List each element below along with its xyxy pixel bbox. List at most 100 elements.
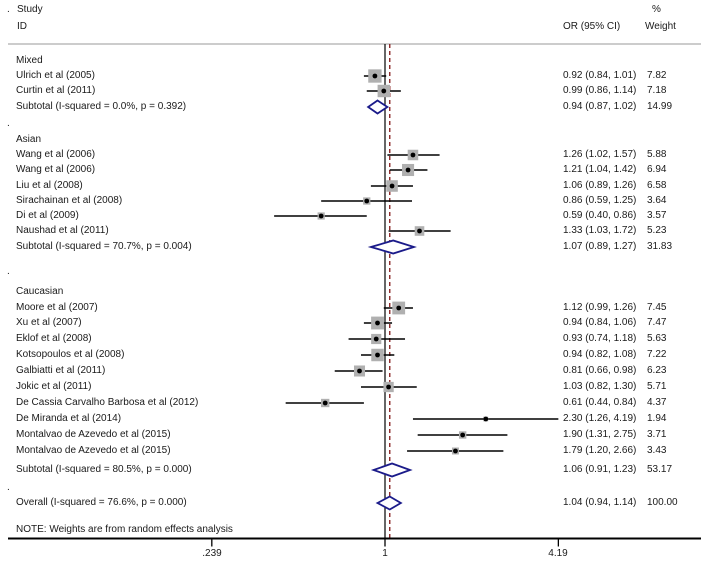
effect-point (396, 305, 402, 311)
or-ci-value: 1.90 (1.31, 2.75) (563, 429, 637, 440)
or-ci-value: 1.04 (0.94, 1.14) (563, 497, 637, 508)
or-ci-value: 1.33 (1.03, 1.72) (563, 225, 637, 236)
note-text: NOTE: Weights are from random effects an… (16, 524, 233, 535)
header-weight-column-label: Weight (645, 21, 676, 32)
weight-value: 5.71 (647, 381, 667, 392)
or-ci-value: 1.12 (0.99, 1.26) (563, 302, 637, 313)
group-label: Asian (16, 134, 42, 145)
weight-value: 53.17 (647, 464, 673, 475)
effect-point (483, 416, 489, 422)
study-label: Ulrich et al (2005) (16, 70, 95, 81)
study-label: Wang et al (2006) (16, 164, 96, 175)
or-ci-value: 0.61 (0.44, 0.84) (563, 397, 637, 408)
effect-point (373, 336, 379, 342)
study-label: Xu et al (2007) (16, 317, 82, 328)
weight-value: 100.00 (647, 497, 678, 508)
axis-tick-label-center: 1 (382, 548, 388, 559)
study-label: De Cassia Carvalho Barbosa et al (2012) (16, 397, 199, 408)
effect-point (375, 320, 380, 326)
weight-value: 7.45 (647, 302, 667, 313)
weight-value: 5.23 (647, 225, 667, 236)
effect-point (372, 73, 378, 79)
or-ci-value: 1.06 (0.91, 1.23) (563, 464, 637, 475)
or-ci-value: 1.21 (1.04, 1.42) (563, 164, 637, 175)
subtotal-label: Subtotal (I-squared = 0.0%, p = 0.392) (16, 101, 187, 112)
study-label: Eklof et al (2008) (16, 333, 92, 344)
study-label: Naushad et al (2011) (16, 225, 109, 236)
effect-point (460, 432, 466, 438)
study-label: Kotsopoulos et al (2008) (16, 349, 125, 360)
or-ci-value: 1.06 (0.89, 1.26) (563, 180, 637, 191)
weight-value: 1.94 (647, 413, 667, 424)
or-ci-value: 0.99 (0.86, 1.14) (563, 85, 637, 96)
or-ci-value: 1.79 (1.20, 2.66) (563, 445, 637, 456)
or-ci-value: 0.86 (0.59, 1.25) (563, 195, 637, 206)
weight-value: 3.43 (647, 445, 667, 456)
or-ci-value: 0.93 (0.74, 1.18) (563, 333, 637, 344)
study-label: De Miranda et al (2014) (16, 413, 122, 424)
or-ci-value: 0.81 (0.66, 0.98) (563, 365, 637, 376)
subtotal-label: Subtotal (I-squared = 80.5%, p = 0.000) (16, 464, 192, 475)
effect-point (453, 448, 458, 454)
study-label: Galbiatti et al (2011) (16, 365, 106, 376)
or-ci-value: 0.59 (0.40, 0.86) (563, 210, 637, 221)
study-label: Moore et al (2007) (16, 302, 98, 313)
weight-value: 3.57 (647, 210, 667, 221)
or-ci-value: 1.03 (0.82, 1.30) (563, 381, 637, 392)
axis-tick-label-right: 4.19 (548, 548, 568, 559)
effect-point (410, 152, 416, 158)
subtotal-diamond (370, 462, 413, 478)
study-label: Liu et al (2008) (16, 180, 83, 191)
subtotal-diamond (367, 239, 417, 255)
section-separator-dot: . (7, 266, 10, 277)
or-ci-value: 2.30 (1.26, 4.19) (563, 413, 637, 424)
weight-value: 14.99 (647, 101, 673, 112)
or-ci-value: 1.07 (0.89, 1.27) (563, 241, 637, 252)
weight-value: 3.64 (647, 195, 667, 206)
header-dot: . (7, 4, 10, 15)
weight-value: 7.82 (647, 70, 667, 81)
weight-value: 7.22 (647, 349, 667, 360)
header-percent-label: % (652, 4, 661, 15)
weight-value: 6.58 (647, 180, 667, 191)
header-study-label: Study (17, 4, 43, 15)
header-id-label: ID (17, 21, 27, 32)
section-separator-dot: . (7, 118, 10, 129)
effect-point (405, 167, 411, 173)
study-label: Jokic et al (2011) (16, 381, 92, 392)
effect-point (318, 213, 324, 219)
subtotal-diamond (366, 99, 390, 115)
axis-tick-label-left: .239 (202, 548, 222, 559)
weight-value: 3.71 (647, 429, 667, 440)
overall-diamond (375, 495, 403, 511)
weight-value: 7.47 (647, 317, 667, 328)
effect-point (386, 384, 391, 390)
or-ci-value: 0.94 (0.87, 1.02) (563, 101, 637, 112)
study-label: Di et al (2009) (16, 210, 79, 221)
subtotal-label: Subtotal (I-squared = 70.7%, p = 0.004) (16, 241, 192, 252)
group-label: Caucasian (16, 286, 64, 297)
group-label: Mixed (16, 55, 43, 66)
study-label: Sirachainan et al (2008) (16, 195, 123, 206)
weight-value: 6.23 (647, 365, 667, 376)
effect-point (389, 183, 395, 189)
or-ci-value: 1.26 (1.02, 1.57) (563, 149, 637, 160)
weight-value: 6.94 (647, 164, 667, 175)
weight-value: 7.18 (647, 85, 667, 96)
section-separator-dot: . (7, 482, 10, 493)
effect-point (375, 352, 380, 358)
or-ci-value: 0.94 (0.84, 1.06) (563, 317, 637, 328)
or-ci-value: 0.94 (0.82, 1.08) (563, 349, 637, 360)
header-or-column-label: OR (95% CI) (563, 21, 621, 32)
effect-point (322, 400, 328, 406)
effect-point (357, 368, 362, 374)
study-label: Montalvao de Azevedo et al (2015) (16, 445, 171, 456)
study-label: Montalvao de Azevedo et al (2015) (16, 429, 171, 440)
study-label: Curtin et al (2011) (16, 85, 96, 96)
weight-value: 4.37 (647, 397, 667, 408)
weight-value: 31.83 (647, 241, 673, 252)
or-ci-value: 0.92 (0.84, 1.01) (563, 70, 637, 81)
